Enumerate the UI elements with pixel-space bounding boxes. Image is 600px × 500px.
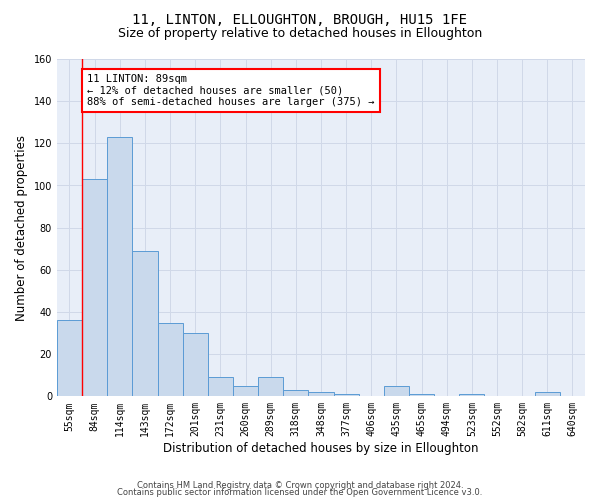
Text: 11 LINTON: 89sqm
← 12% of detached houses are smaller (50)
88% of semi-detached : 11 LINTON: 89sqm ← 12% of detached house…	[87, 74, 374, 107]
X-axis label: Distribution of detached houses by size in Elloughton: Distribution of detached houses by size …	[163, 442, 479, 455]
Text: Size of property relative to detached houses in Elloughton: Size of property relative to detached ho…	[118, 28, 482, 40]
Bar	[158, 322, 182, 396]
Bar	[208, 378, 233, 396]
Text: Contains HM Land Registry data © Crown copyright and database right 2024.: Contains HM Land Registry data © Crown c…	[137, 480, 463, 490]
Bar	[283, 390, 308, 396]
Bar	[233, 386, 258, 396]
Bar	[535, 392, 560, 396]
Text: Contains public sector information licensed under the Open Government Licence v3: Contains public sector information licen…	[118, 488, 482, 497]
Bar	[107, 137, 133, 396]
Y-axis label: Number of detached properties: Number of detached properties	[15, 134, 28, 320]
Bar	[334, 394, 359, 396]
Bar	[459, 394, 484, 396]
Bar	[57, 320, 82, 396]
Bar	[308, 392, 334, 396]
Bar	[82, 179, 107, 396]
Bar	[409, 394, 434, 396]
Text: 11, LINTON, ELLOUGHTON, BROUGH, HU15 1FE: 11, LINTON, ELLOUGHTON, BROUGH, HU15 1FE	[133, 12, 467, 26]
Bar	[258, 378, 283, 396]
Bar	[384, 386, 409, 396]
Bar	[182, 333, 208, 396]
Bar	[133, 251, 158, 396]
